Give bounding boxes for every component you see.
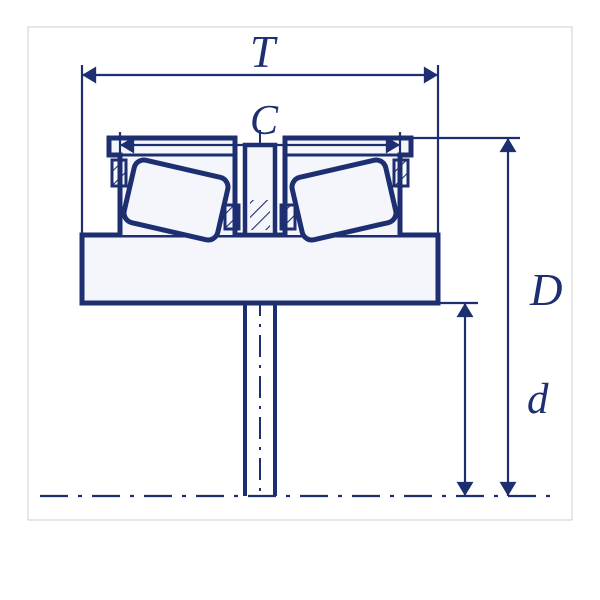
diagram-svg (0, 0, 600, 600)
label-C: C (250, 100, 278, 142)
label-D: D (530, 268, 563, 313)
cage-tab-rl (281, 205, 295, 229)
cage-tab-lr (225, 205, 239, 229)
diagram-stage: T C D d (0, 0, 600, 600)
housing-bar (82, 235, 438, 303)
label-d: d (527, 378, 549, 421)
label-T: T (250, 30, 275, 75)
cage-tab-rr (394, 160, 408, 186)
cage-tab-ll (112, 160, 126, 186)
